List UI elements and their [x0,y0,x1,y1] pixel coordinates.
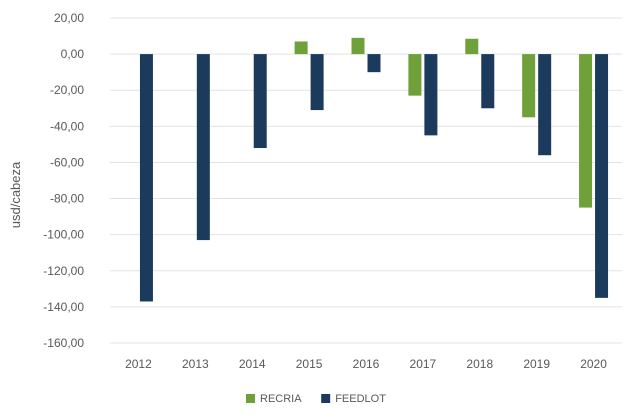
bar-feedlot-2014 [253,54,267,148]
y-tick-label: -120,00 [43,264,84,278]
bar-recria-2018 [465,38,479,55]
y-axis-label: usd/cabeza [8,161,23,228]
y-tick-label: -140,00 [43,300,84,314]
x-tick-label: 2019 [523,357,550,371]
bar-recria-2015 [294,41,308,55]
legend: RECRIA FEEDLOT [246,393,386,405]
x-tick-label: 2015 [296,357,323,371]
y-tick-label: -40,00 [50,119,84,133]
y-tick-label: 20,00 [54,11,84,25]
bar-feedlot-2019 [538,54,552,156]
x-tick-label: 2016 [353,357,380,371]
bar-feedlot-2020 [595,54,609,298]
x-tick-label: 2013 [182,357,209,371]
y-tick-labels: 20,00 0,00 -20,00 -40,00 -60,00 -80,00 -100,00… [43,11,84,350]
bar-recria-2016 [351,37,365,55]
bar-feedlot-2012 [139,54,153,302]
y-tick-label: -60,00 [50,155,84,169]
x-tick-label: 2017 [410,357,437,371]
bar-feedlot-2016 [367,54,381,73]
gridlines [110,17,622,344]
bar-feedlot-2017 [424,54,438,136]
bar-recria-2017 [408,54,422,96]
bar-feedlot-2015 [310,54,324,111]
y-tick-label: -80,00 [50,192,84,206]
bar-feedlot-2018 [481,54,495,109]
y-tick-label: -160,00 [43,336,84,350]
bars [139,37,609,302]
bar-recria-2020 [579,54,593,208]
x-tick-label: 2014 [239,357,266,371]
legend-swatch-recria [246,394,255,403]
x-tick-label: 2012 [125,357,152,371]
x-tick-label: 2018 [466,357,493,371]
legend-label-recria: RECRIA [260,393,302,405]
y-tick-label: -20,00 [50,83,84,97]
bar-recria-2019 [522,54,536,118]
bar-feedlot-2013 [196,54,210,241]
legend-swatch-feedlot [321,394,331,403]
x-tick-labels: 2012 2013 2014 2015 2016 2017 2018 2019 2020 [125,357,607,371]
legend-label-feedlot: FEEDLOT [335,393,386,405]
y-tick-label: -100,00 [43,228,84,242]
y-tick-label: 0,00 [61,47,85,61]
x-tick-label: 2020 [580,357,607,371]
